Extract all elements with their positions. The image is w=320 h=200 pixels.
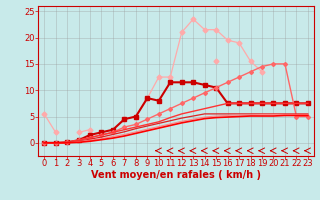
X-axis label: Vent moyen/en rafales ( km/h ): Vent moyen/en rafales ( km/h )	[91, 170, 261, 180]
